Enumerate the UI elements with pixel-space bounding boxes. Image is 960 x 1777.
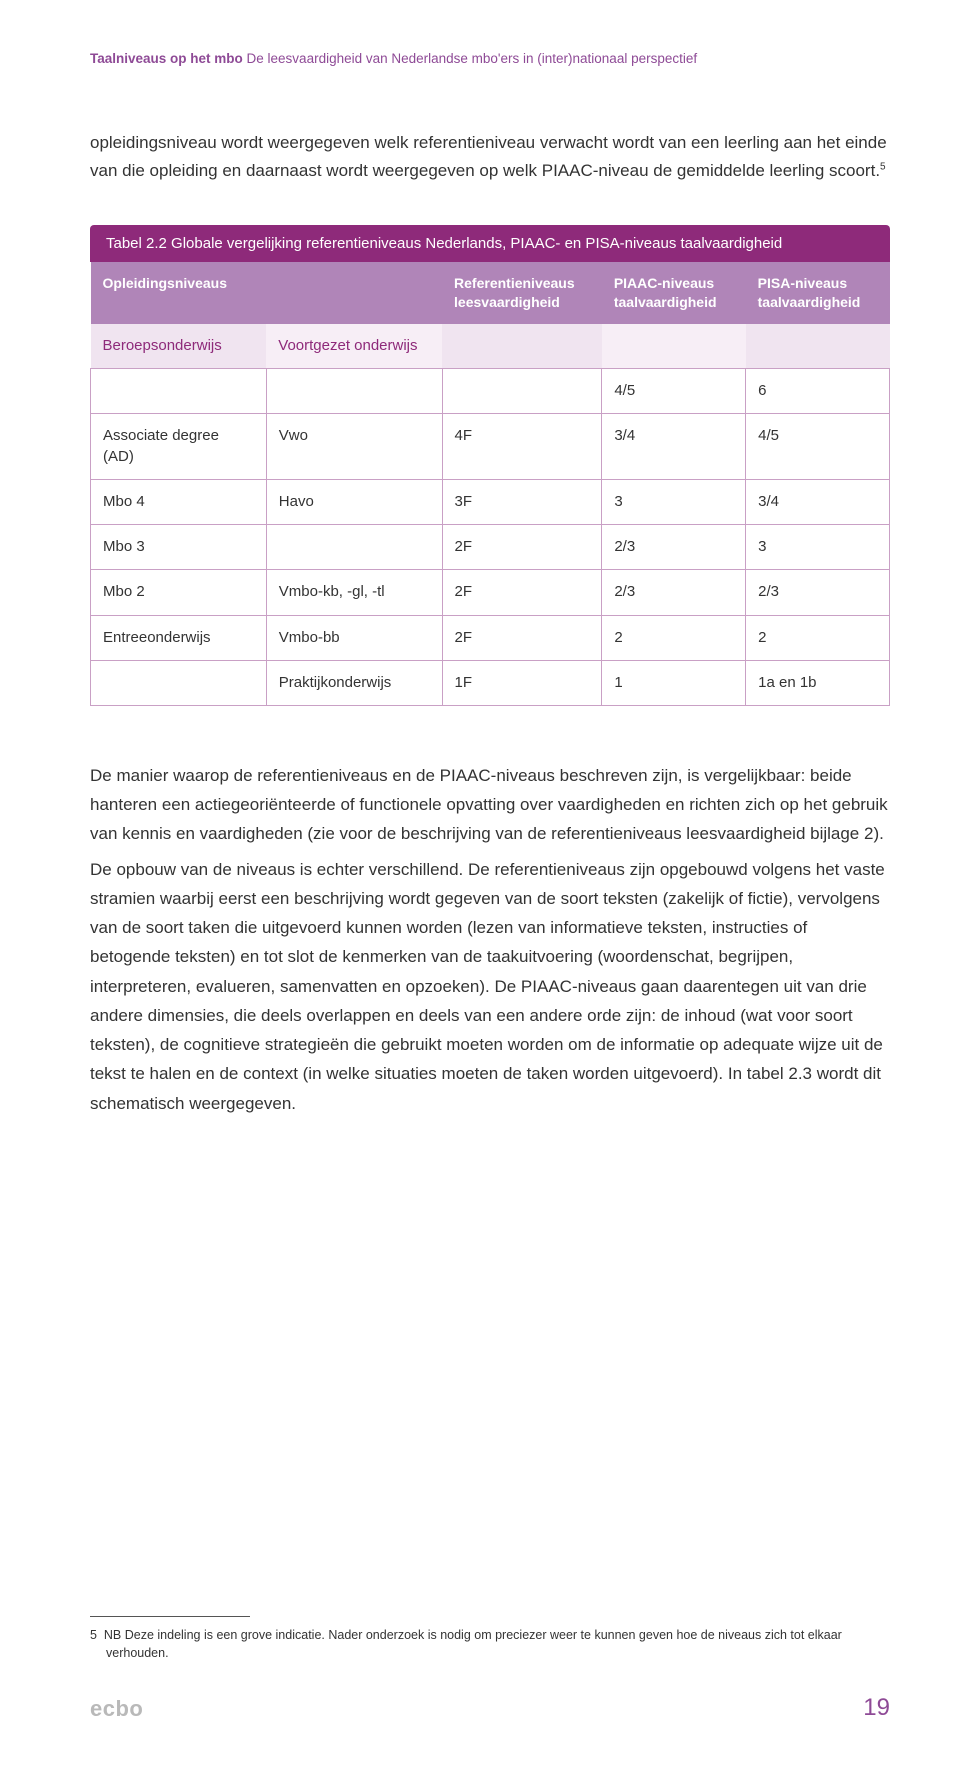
cell: 3/4 (602, 414, 746, 480)
cell: 2F (442, 525, 602, 570)
table-row: Entreeonderwijs Vmbo-bb 2F 2 2 (91, 615, 890, 660)
body-text: De manier waarop de referentieniveaus en… (90, 761, 890, 1118)
table-head-row: Opleidingsniveaus Referentieniveaus lees… (91, 262, 890, 324)
running-head-rest: De leesvaardigheid van Nederlandse mbo'e… (243, 51, 697, 66)
table-row: Praktijkonderwijs 1F 1 1a en 1b (91, 660, 890, 705)
cell (266, 369, 442, 414)
table-subhead-row: Beroepsonderwijs Voortgezet onderwijs (91, 324, 890, 369)
table-row: Mbo 4 Havo 3F 3 3/4 (91, 479, 890, 524)
footnote-text: NB Deze indeling is een grove indicatie.… (104, 1628, 842, 1660)
page-number: 19 (863, 1694, 890, 1722)
cell: 2F (442, 615, 602, 660)
footnote: 5 NB Deze indeling is een grove indicati… (90, 1627, 890, 1662)
cell: 3 (602, 479, 746, 524)
cell: 3 (746, 525, 890, 570)
cell: Mbo 4 (91, 479, 267, 524)
cell: Vwo (266, 414, 442, 480)
sub-c3 (442, 324, 602, 369)
sub-beroeps: Beroepsonderwijs (91, 324, 267, 369)
table-caption: Tabel 2.2 Globale vergelijking referenti… (90, 225, 890, 262)
page-footer: ecbo 19 (90, 1694, 890, 1722)
sub-voortgezet: Voortgezet onderwijs (266, 324, 442, 369)
cell: 1F (442, 660, 602, 705)
cell: Praktijkonderwijs (266, 660, 442, 705)
cell: Entreeonderwijs (91, 615, 267, 660)
cell (266, 525, 442, 570)
th-piaac: PIAAC-niveaus taalvaardigheid (602, 262, 746, 324)
footnote-num: 5 (90, 1628, 97, 1642)
table-row: 4/5 6 (91, 369, 890, 414)
cell: Vmbo-bb (266, 615, 442, 660)
cell: Associate degree (AD) (91, 414, 267, 480)
cell (91, 660, 267, 705)
comparison-table: Opleidingsniveaus Referentieniveaus lees… (90, 262, 890, 706)
running-head: Taalniveaus op het mbo De leesvaardighei… (90, 50, 890, 69)
cell: Vmbo-kb, -gl, -tl (266, 570, 442, 615)
footnote-block: 5 NB Deze indeling is een grove indicati… (90, 1616, 890, 1662)
table-row: Associate degree (AD) Vwo 4F 3/4 4/5 (91, 414, 890, 480)
cell: 4/5 (746, 414, 890, 480)
logo-ecbo: ecbo (90, 1696, 143, 1722)
th-pisa: PISA-niveaus taalvaardigheid (746, 262, 890, 324)
cell: 2 (602, 615, 746, 660)
cell: 2 (746, 615, 890, 660)
cell (442, 369, 602, 414)
cell: 2F (442, 570, 602, 615)
table-2-2: Tabel 2.2 Globale vergelijking referenti… (90, 225, 890, 706)
cell: Mbo 3 (91, 525, 267, 570)
cell: 3/4 (746, 479, 890, 524)
intro-paragraph: opleidingsniveau wordt weergegeven welk … (90, 129, 890, 185)
cell (91, 369, 267, 414)
cell: 2/3 (746, 570, 890, 615)
sub-c4 (602, 324, 746, 369)
footnote-rule (90, 1616, 250, 1617)
paragraph-1: De manier waarop de referentieniveaus en… (90, 761, 890, 849)
cell: 6 (746, 369, 890, 414)
th-referentie: Referentieniveaus leesvaardigheid (442, 262, 602, 324)
intro-text: opleidingsniveau wordt weergegeven welk … (90, 133, 887, 180)
intro-sup: 5 (880, 161, 886, 172)
cell: 4F (442, 414, 602, 480)
cell: Havo (266, 479, 442, 524)
cell: 1 (602, 660, 746, 705)
cell: 2/3 (602, 570, 746, 615)
cell: 3F (442, 479, 602, 524)
cell: 1a en 1b (746, 660, 890, 705)
running-head-bold: Taalniveaus op het mbo (90, 51, 243, 66)
cell: 4/5 (602, 369, 746, 414)
table-row: Mbo 2 Vmbo-kb, -gl, -tl 2F 2/3 2/3 (91, 570, 890, 615)
th-opleidingsniveaus: Opleidingsniveaus (91, 262, 443, 324)
cell: 2/3 (602, 525, 746, 570)
sub-c5 (746, 324, 890, 369)
cell: Mbo 2 (91, 570, 267, 615)
table-row: Mbo 3 2F 2/3 3 (91, 525, 890, 570)
paragraph-2: De opbouw van de niveaus is echter versc… (90, 855, 890, 1118)
